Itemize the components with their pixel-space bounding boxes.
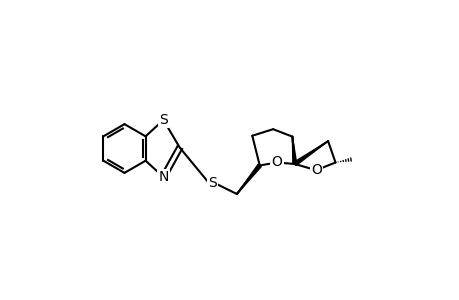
Text: N: N: [158, 170, 168, 184]
Polygon shape: [293, 141, 327, 166]
Text: O: O: [271, 155, 282, 170]
Text: S: S: [207, 176, 216, 190]
Polygon shape: [292, 136, 296, 164]
Text: O: O: [310, 163, 321, 177]
Polygon shape: [236, 164, 261, 194]
Text: S: S: [159, 113, 168, 127]
